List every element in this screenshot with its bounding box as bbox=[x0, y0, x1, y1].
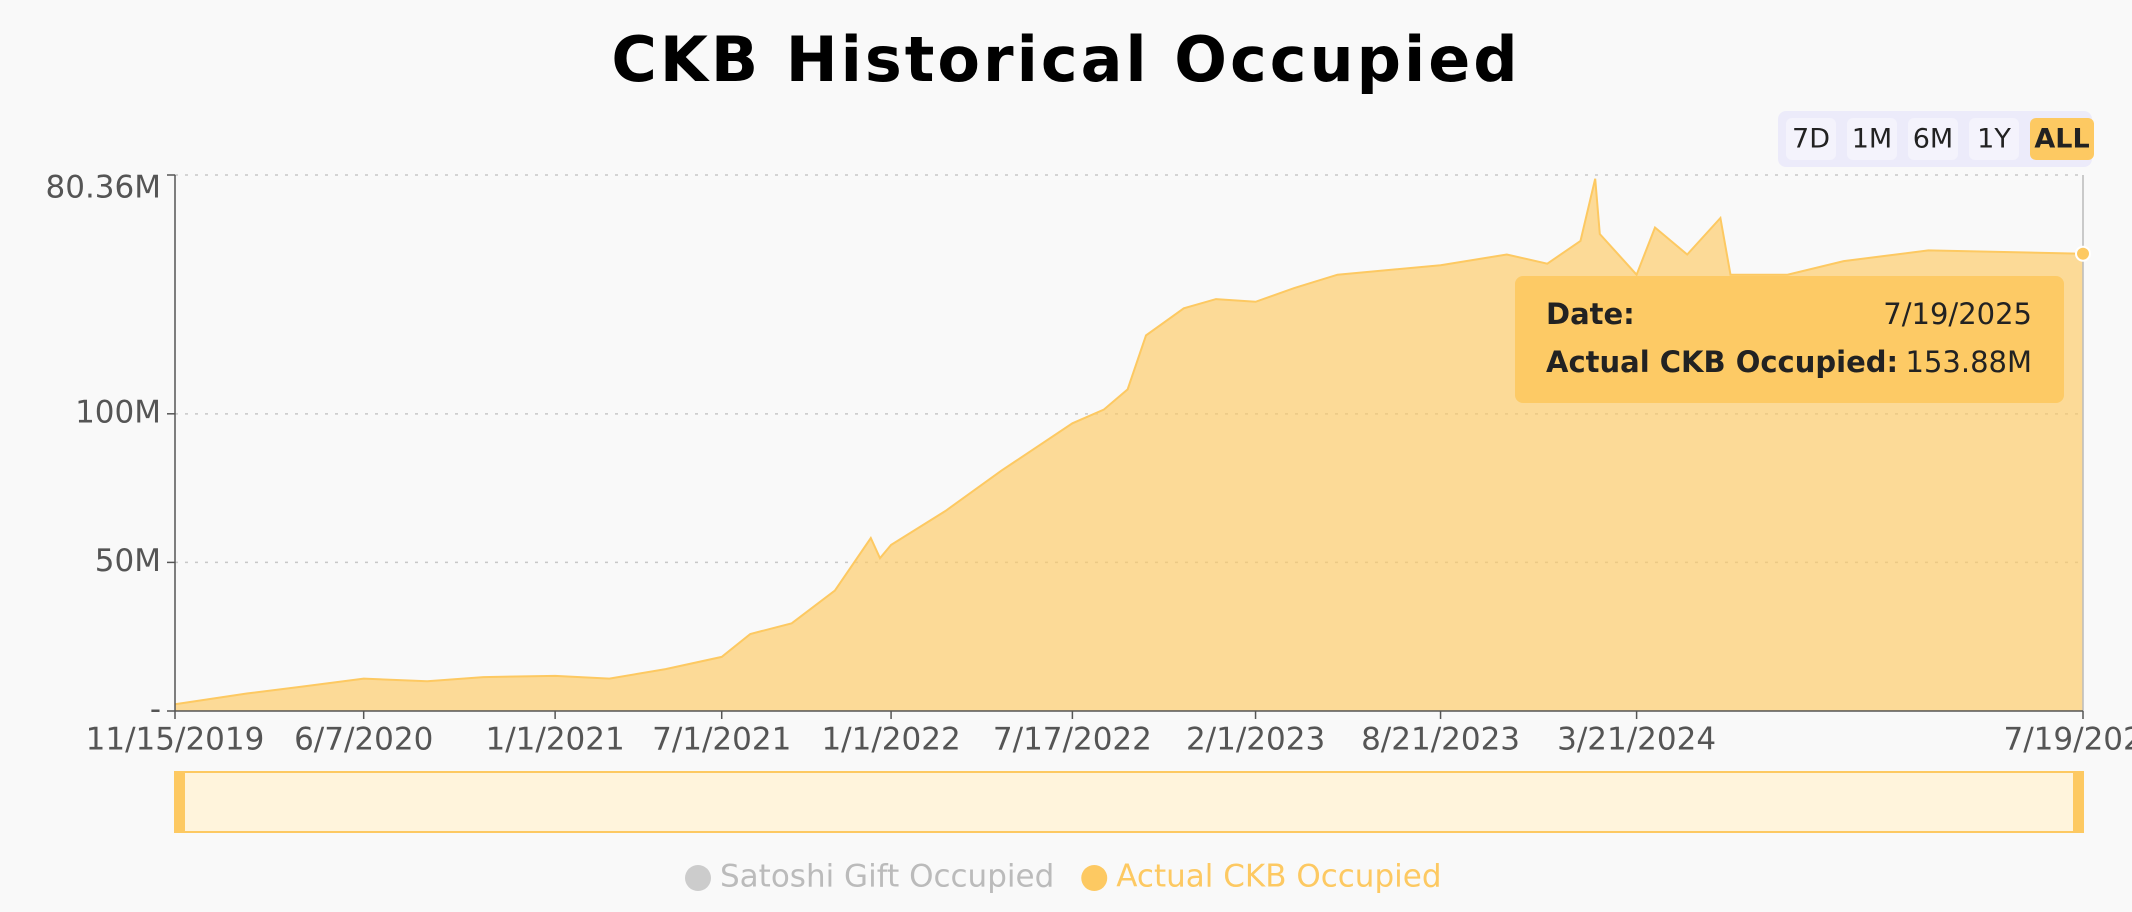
x-tick-label: 8/21/2023 bbox=[1361, 722, 1520, 758]
range-button-label[interactable]: 6M bbox=[1913, 124, 1953, 155]
x-tick-label: 7/17/2022 bbox=[993, 722, 1152, 758]
range-button-label[interactable]: ALL bbox=[2034, 124, 2089, 155]
range-button-label[interactable]: 7D bbox=[1792, 124, 1830, 155]
x-tick-label: 7/19/2025 bbox=[2004, 722, 2132, 758]
x-tick-label: 6/7/2020 bbox=[294, 722, 433, 758]
range-button[interactable] bbox=[1786, 118, 1836, 160]
range-button-label[interactable]: 1Y bbox=[1977, 124, 2011, 155]
tooltip-date-label: Date: bbox=[1546, 297, 1635, 331]
slider-handle[interactable] bbox=[2073, 772, 2083, 832]
tooltip-date: 7/19/2025 bbox=[1883, 297, 2032, 331]
y-tick-label: 100M bbox=[75, 394, 161, 430]
tooltip bbox=[1515, 276, 2064, 403]
hover-point bbox=[2075, 245, 2091, 262]
tooltip-series-label: Actual CKB Occupied: bbox=[1546, 345, 1898, 379]
range-slider[interactable] bbox=[174, 771, 2084, 833]
range-button-label[interactable]: 1M bbox=[1852, 124, 1892, 155]
range-button[interactable] bbox=[1847, 118, 1897, 160]
slider-handle[interactable] bbox=[175, 772, 185, 832]
legend-label[interactable]: Actual CKB Occupied bbox=[1116, 859, 1441, 895]
chart-title: CKB Historical Occupied bbox=[611, 23, 1520, 96]
range-button[interactable] bbox=[1908, 118, 1958, 160]
y-tick-label: 80.36M bbox=[46, 170, 162, 206]
x-tick-label: 1/1/2022 bbox=[821, 722, 960, 758]
x-tick-label: 11/15/2019 bbox=[86, 722, 265, 758]
x-tick-label: 3/21/2024 bbox=[1557, 722, 1716, 758]
y-tick-label: - bbox=[150, 692, 161, 728]
legend-label[interactable]: Satoshi Gift Occupied bbox=[720, 859, 1054, 895]
x-tick-label: 7/1/2021 bbox=[652, 722, 791, 758]
range-button[interactable] bbox=[1969, 118, 2019, 160]
area bbox=[175, 178, 2083, 711]
legend-marker[interactable] bbox=[685, 865, 711, 891]
x-tick-label: 2/1/2023 bbox=[1186, 722, 1325, 758]
range-button[interactable] bbox=[2030, 118, 2094, 160]
y-tick-label: 50M bbox=[95, 543, 161, 579]
tooltip-value: 153.88M bbox=[1906, 345, 2033, 379]
area-line bbox=[174, 178, 2084, 706]
x-tick-label: 1/1/2021 bbox=[486, 722, 625, 758]
legend-marker[interactable] bbox=[1081, 865, 1108, 891]
